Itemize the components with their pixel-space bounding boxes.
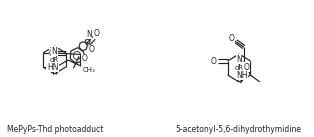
Text: O: O — [89, 45, 95, 54]
Text: O: O — [82, 54, 88, 63]
Text: MePyPs-Thd photoadduct: MePyPs-Thd photoadduct — [7, 125, 104, 135]
Text: dR: dR — [50, 57, 59, 63]
Text: O: O — [49, 48, 55, 58]
Text: O: O — [228, 34, 234, 43]
Text: HN: HN — [47, 62, 58, 72]
Text: O: O — [211, 56, 217, 65]
Text: CH₃: CH₃ — [83, 67, 95, 73]
Text: N: N — [86, 30, 92, 39]
Text: NH: NH — [236, 71, 248, 79]
Text: O: O — [94, 29, 100, 38]
Text: O: O — [244, 63, 250, 72]
Text: N: N — [51, 46, 57, 55]
Text: N: N — [236, 55, 242, 64]
Text: dR: dR — [235, 65, 244, 71]
Text: O: O — [51, 55, 57, 64]
Text: 5-acetonyl-5,6-dihydrothymidine: 5-acetonyl-5,6-dihydrothymidine — [175, 125, 301, 135]
